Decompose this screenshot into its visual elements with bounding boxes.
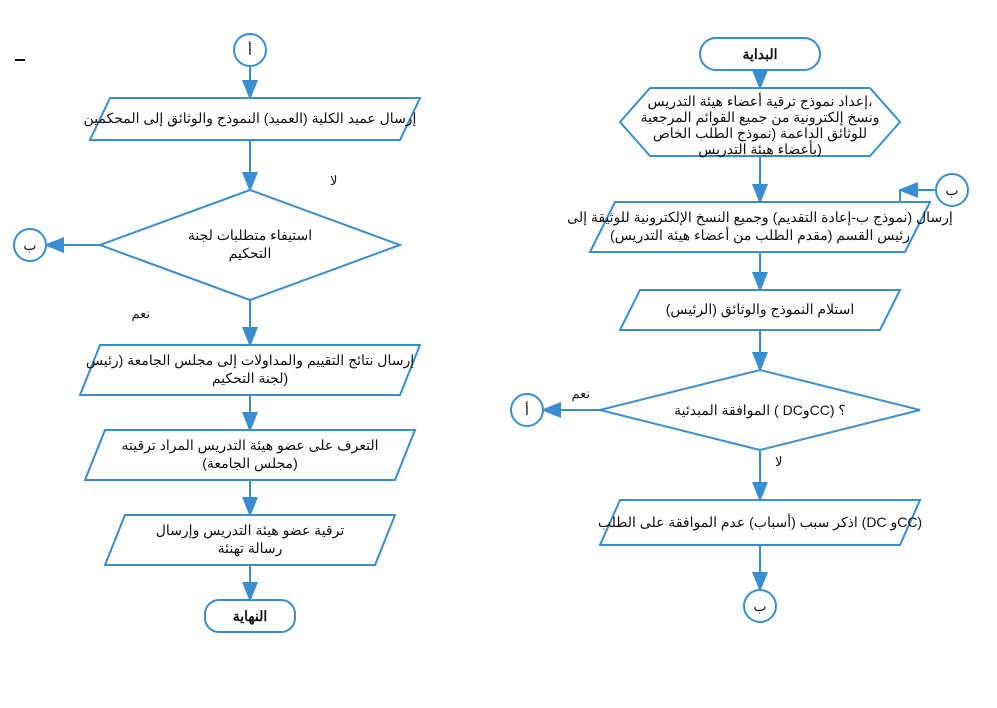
promote-l1: ترقية عضو هيئة التدريس وإرسال — [156, 522, 345, 539]
send-l1: إرسال (نموذج ب-إعادة التقديم) وجميع النس… — [567, 209, 953, 226]
conn-b-end-label: ب — [753, 598, 766, 614]
start-label: البداية — [742, 46, 777, 62]
promote-l2: رسالة تهنئة — [218, 540, 283, 557]
flowchart-canvas: البداية إعداد نموذج ترقية أعضاء هيئة الت… — [0, 0, 997, 703]
no-r-label: لا — [775, 454, 782, 469]
decision-l-l1: استيفاء متطلبات لجنة — [188, 227, 312, 243]
conn-a-r-label: أ — [525, 400, 529, 418]
conn-a-top-label: أ — [248, 40, 252, 58]
prep-l2: ونسخ إلكترونية من جميع القوائم المرجعية — [640, 109, 879, 126]
yes-r-label: نعم — [571, 386, 590, 402]
results-l2: لجنة التحكيم) — [212, 370, 288, 387]
send-l2: رئيس القسم (مقدم الطلب من أعضاء هيئة الت… — [610, 225, 910, 244]
decision-r-label: الموافقة المبدئية ( DCوCC) ؟ — [674, 402, 846, 419]
decision-l-l2: التحكيم — [229, 245, 272, 262]
receive-label: استلام النموذج والوثائق (الرئيس) — [666, 301, 855, 318]
conn-b-left-label: ب — [23, 237, 36, 253]
identify-l2: (مجلس الجامعة) — [202, 455, 297, 472]
results-l1: إرسال نتائج التقييم والمداولات إلى مجلس … — [86, 352, 414, 369]
prep-l4: بأعضاء هيئة التدريس) — [698, 139, 822, 158]
prep-l1: إعداد نموذج ترقية أعضاء هيئة التدريس، — [647, 91, 872, 110]
prep-l3: للوثائق الداعمة (نموذج الطلب الخاص — [653, 125, 867, 142]
reasons-label: اذكر سبب (أسباب) عدم الموافقة على الطلب … — [598, 512, 922, 531]
identify-l1: التعرف على عضو هيئة التدريس المراد ترقيت… — [121, 437, 378, 454]
end-label: النهاية — [233, 608, 268, 625]
yes-l-label: نعم — [131, 306, 150, 322]
dean-label: إرسال عميد الكلية (العميد) النموذج والوث… — [84, 110, 417, 127]
no-l-label: لا — [330, 173, 337, 188]
conn-b-in-label: ب — [945, 182, 958, 198]
